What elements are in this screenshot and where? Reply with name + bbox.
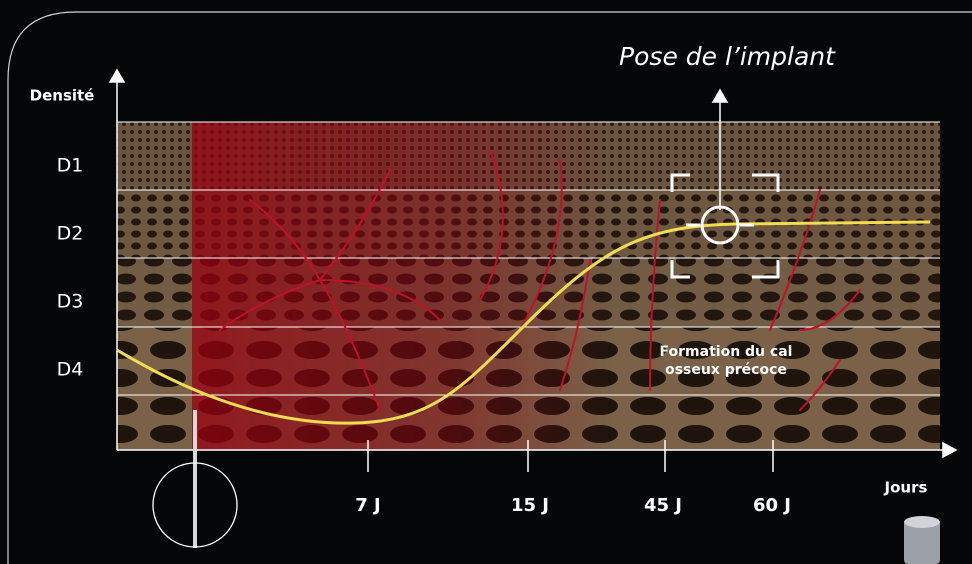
axes <box>108 68 958 472</box>
level-label: D3 <box>57 291 84 313</box>
bone-bands <box>117 121 940 450</box>
level-label: D1 <box>57 155 84 177</box>
vascular-overlay <box>192 122 612 450</box>
density-curve <box>116 220 931 425</box>
x-axis-label: Jours <box>884 479 928 497</box>
implant-icon <box>904 516 940 564</box>
needle-icon <box>152 410 238 548</box>
level-label: D2 <box>57 223 84 245</box>
x-tick-label: 7 J <box>355 495 381 516</box>
title: Pose de l’implant <box>619 42 836 71</box>
vessels <box>219 149 861 411</box>
band-lines <box>117 121 940 396</box>
implant-target <box>670 173 780 279</box>
x-tick-label: 15 J <box>511 495 549 516</box>
annotation: osseux précoce <box>665 362 787 378</box>
x-tick-label: 45 J <box>644 495 682 516</box>
y-axis-label: Densité <box>30 87 95 105</box>
x-tick-label: 60 J <box>753 495 791 516</box>
panel-border <box>7 11 972 564</box>
level-label: D4 <box>57 359 84 381</box>
needle-circle <box>152 462 238 548</box>
annotation: Formation du cal <box>660 344 793 360</box>
